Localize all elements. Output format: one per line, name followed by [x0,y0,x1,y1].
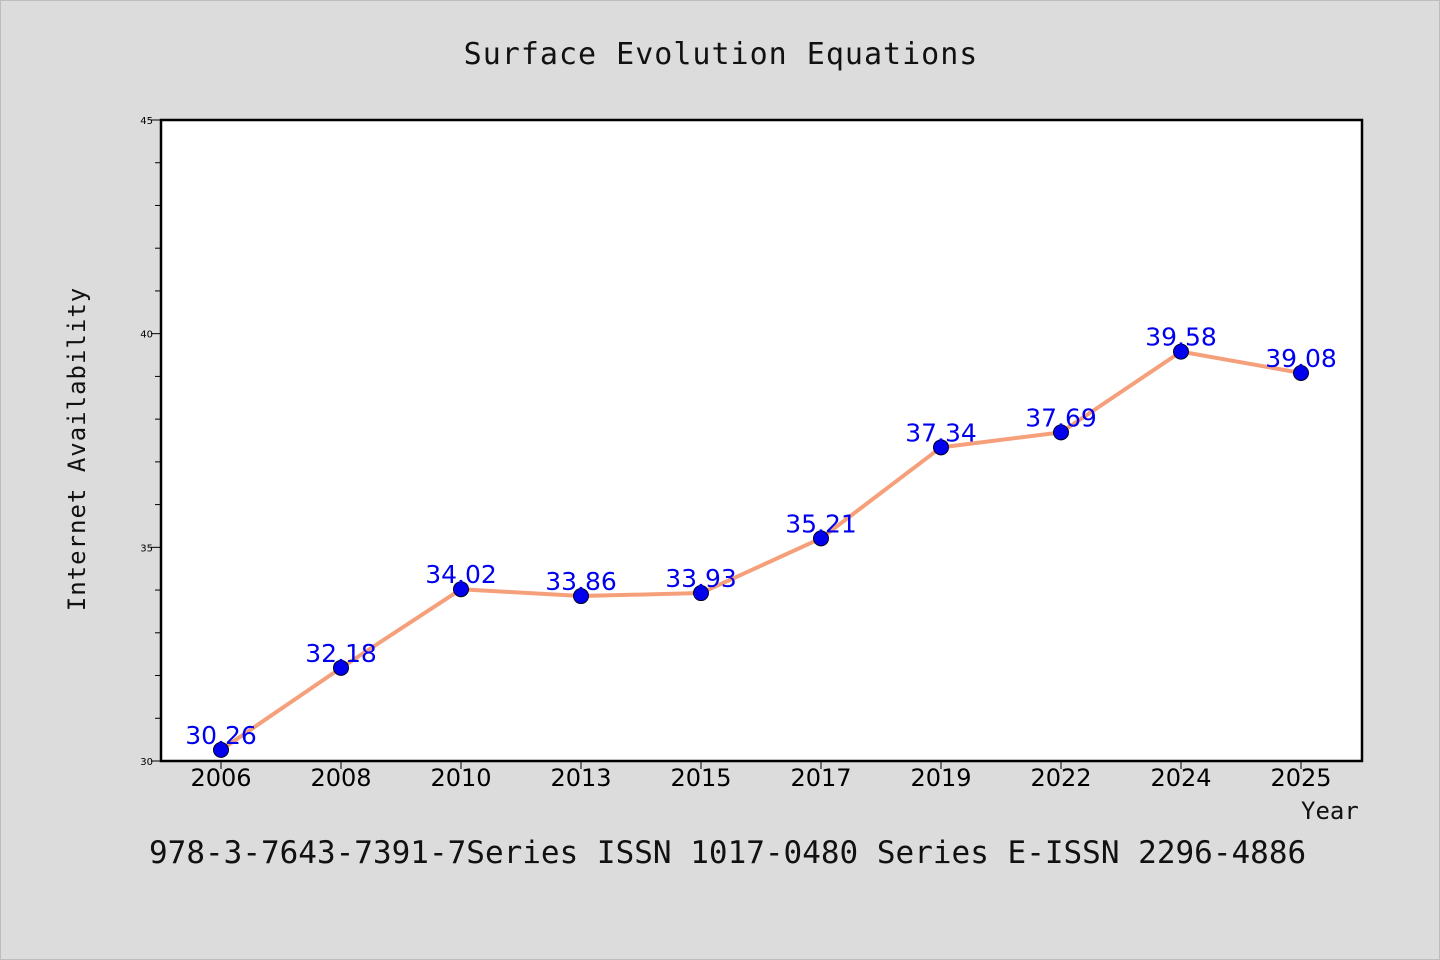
data-point [693,585,709,602]
data-label: 35.21 [785,509,857,538]
series-line [219,349,1303,752]
x-tick-label: 2022 [1030,764,1091,792]
data-label: 34.02 [425,560,497,589]
data-label: 32.18 [305,639,377,668]
data-point [1293,364,1309,381]
data-label: 33.86 [545,567,617,596]
x-tick-label: 2017 [790,764,851,792]
data-point [1053,424,1069,441]
chart-title: Surface Evolution Equations [463,37,979,72]
data-labels: 30.26 32.18 34.02 33.86 33.93 35.21 37.34 37.69… [185,323,1337,750]
data-label: 39.58 [1145,323,1217,352]
data-point [333,659,349,676]
data-point [1173,343,1189,360]
x-tick-label: 2013 [550,764,611,792]
data-label: 39.08 [1265,344,1337,373]
y-axis: 30 35 40 45 [140,116,161,768]
y-tick-label: 45 [140,116,153,127]
series-markers [213,343,1309,758]
y-tick-label: 40 [140,330,153,341]
x-axis-label: Year [1301,797,1359,825]
x-tick-label: 2010 [430,764,491,792]
x-tick-label: 2024 [1150,764,1211,792]
data-point [813,530,829,547]
data-point [573,588,589,605]
data-point [213,741,229,758]
data-point [453,581,469,598]
data-label: 33.93 [665,564,737,593]
data-point [933,439,949,456]
x-tick-label: 2008 [310,764,371,792]
x-tick-label: 2006 [190,764,251,792]
y-tick-label: 30 [140,757,153,768]
data-label: 30.26 [185,721,257,750]
x-tick-label: 2025 [1270,764,1331,792]
data-label: 37.34 [905,418,977,447]
data-label: 37.69 [1025,403,1097,432]
footnote: 978-3-7643-7391-7Series ISSN 1017-0480 S… [149,835,1307,871]
y-tick-label: 35 [140,543,153,554]
x-axis: 2006 2008 2010 2013 2015 2017 2019 2022 2024 2025 [190,761,1332,792]
x-tick-label: 2019 [910,764,971,792]
x-tick-label: 2015 [670,764,731,792]
